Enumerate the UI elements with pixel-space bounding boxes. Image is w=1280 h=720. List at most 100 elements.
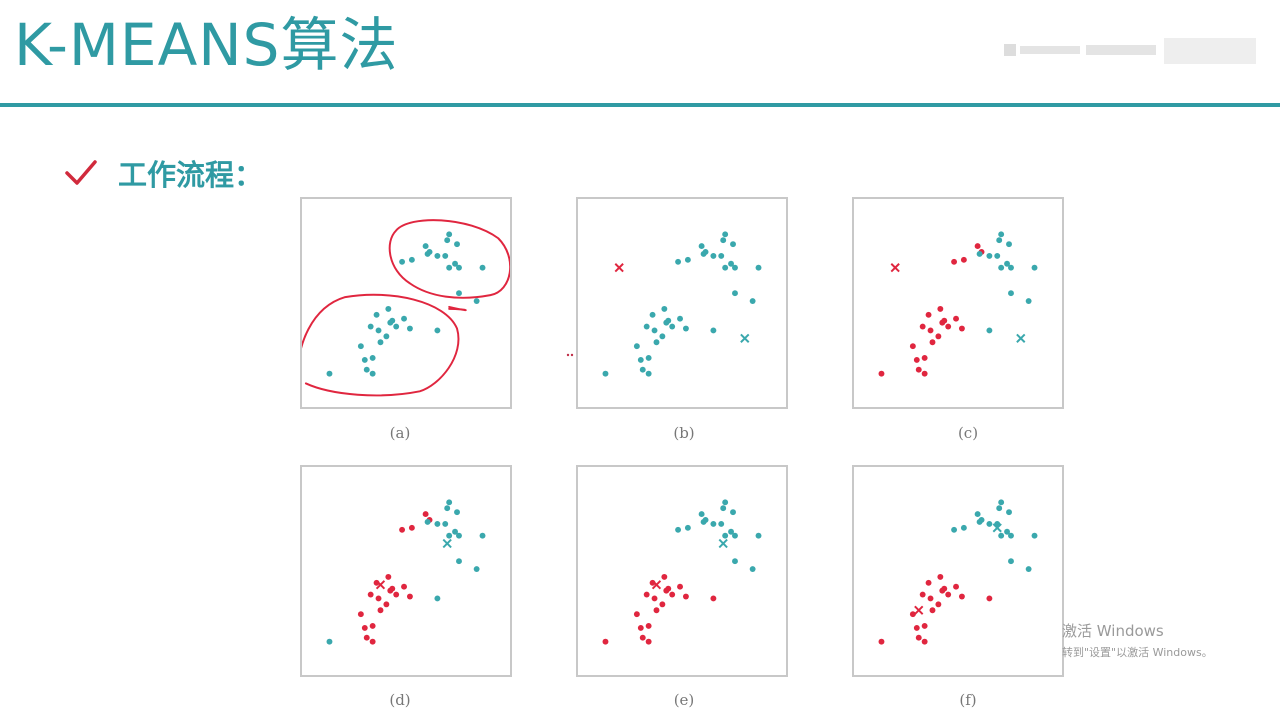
- data-point: [996, 505, 1003, 512]
- data-point: [479, 532, 486, 539]
- stray-marks: [566, 353, 574, 357]
- data-point: [383, 601, 390, 608]
- data-point: [945, 323, 952, 330]
- data-point: [755, 532, 762, 539]
- data-point: [732, 264, 738, 271]
- data-point: [1031, 532, 1038, 539]
- data-point: [446, 264, 453, 271]
- data-point: [422, 511, 429, 518]
- data-point: [927, 595, 934, 602]
- centroid-marker-red: [614, 263, 624, 273]
- data-point: [424, 519, 431, 525]
- centroid-marker-teal: [718, 538, 728, 549]
- data-point: [730, 509, 736, 516]
- data-point: [986, 520, 993, 527]
- data-point: [958, 593, 965, 600]
- scatter-plot-e: [602, 499, 762, 645]
- data-point: [367, 323, 374, 330]
- data-point: [1008, 290, 1014, 297]
- data-point: [633, 343, 640, 350]
- data-point: [377, 339, 384, 346]
- data-point: [998, 231, 1005, 238]
- data-point: [434, 520, 441, 527]
- data-point: [1008, 264, 1014, 271]
- data-point: [369, 355, 376, 361]
- panel-caption-e: (e): [673, 691, 695, 709]
- data-point: [720, 237, 727, 244]
- data-point: [446, 231, 453, 238]
- data-point: [408, 524, 415, 531]
- data-point: [682, 325, 689, 332]
- data-point: [945, 591, 952, 598]
- watermark-subtitle: 转到"设置"以激活 Windows。: [1062, 646, 1213, 659]
- data-point: [456, 532, 462, 539]
- data-point: [357, 611, 364, 618]
- data-point: [722, 532, 729, 539]
- data-point: [941, 317, 948, 324]
- data-point: [913, 356, 920, 363]
- data-point: [633, 611, 640, 618]
- panel-caption-c: (c): [957, 424, 979, 442]
- data-point: [383, 333, 390, 340]
- data-point: [669, 591, 676, 598]
- data-point: [442, 252, 449, 259]
- scatter-plot-f: [878, 499, 1038, 645]
- slide-title: K-MEANS算法: [14, 11, 399, 79]
- data-point: [1025, 298, 1032, 304]
- data-point: [986, 595, 993, 602]
- data-point: [424, 251, 431, 257]
- data-point: [974, 243, 981, 250]
- data-point: [454, 509, 460, 516]
- data-point: [645, 370, 652, 377]
- data-point: [682, 593, 689, 600]
- data-point: [710, 520, 717, 527]
- data-point: [925, 579, 932, 586]
- data-point: [406, 593, 413, 600]
- data-point: [1004, 260, 1010, 267]
- data-point: [645, 355, 652, 361]
- data-point: [710, 595, 717, 602]
- data-point: [442, 520, 449, 527]
- activation-watermark: 激活 Windows 转到"设置"以激活 Windows。: [1062, 620, 1213, 660]
- data-point: [661, 573, 668, 580]
- data-point: [921, 623, 928, 629]
- data-point: [653, 607, 660, 614]
- data-point: [639, 634, 646, 641]
- data-point: [434, 327, 441, 334]
- data-point: [637, 356, 644, 363]
- data-point: [446, 532, 453, 539]
- data-point: [454, 241, 460, 248]
- data-point: [700, 251, 707, 257]
- data-point: [377, 607, 384, 614]
- data-point: [732, 532, 738, 539]
- data-point: [661, 305, 668, 312]
- data-point: [1008, 532, 1014, 539]
- panel-f: [852, 465, 1064, 677]
- centroid-marker-red: [890, 263, 900, 273]
- data-point: [722, 264, 729, 271]
- annotation-circle-upper: [388, 219, 510, 299]
- data-point: [953, 315, 959, 322]
- data-point: [665, 317, 672, 324]
- data-point: [406, 325, 413, 332]
- data-point: [659, 601, 666, 608]
- annotation-tail-upper: [448, 305, 467, 312]
- centroid-marker-red: [375, 580, 386, 590]
- data-point: [1031, 264, 1038, 271]
- data-point: [602, 638, 609, 645]
- data-point: [913, 624, 920, 631]
- data-point: [996, 237, 1003, 244]
- data-point: [645, 638, 652, 645]
- data-point: [399, 526, 406, 533]
- data-point: [357, 343, 364, 350]
- data-point: [434, 252, 441, 259]
- data-point: [700, 519, 707, 525]
- data-point: [749, 566, 756, 572]
- panel-b: [576, 197, 788, 409]
- centroid-marker-teal: [992, 523, 1002, 533]
- data-point: [732, 558, 738, 565]
- data-point: [929, 339, 936, 346]
- data-point: [986, 252, 993, 259]
- data-point: [1006, 241, 1012, 248]
- data-point: [363, 634, 370, 641]
